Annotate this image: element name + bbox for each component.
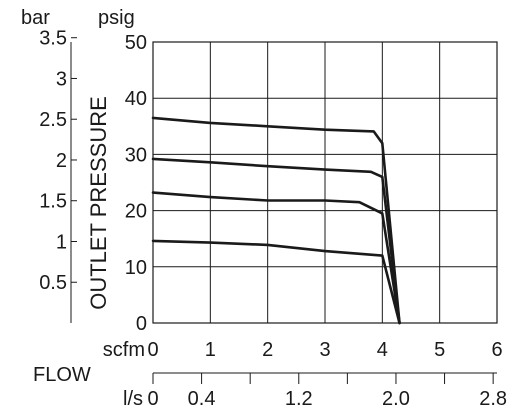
bar-tick-label: 0.5: [39, 272, 67, 294]
bar-tick-label: 3.5: [39, 28, 67, 50]
bar-tick-label: 2: [56, 150, 67, 172]
scfm-tick-label: 3: [319, 339, 330, 361]
psig-tick-label: 30: [125, 144, 147, 166]
y-axis-title: OUTLET PRESSURE: [86, 96, 111, 310]
scfm-tick-label: 6: [491, 339, 502, 361]
ls-unit-label: l/s: [123, 388, 143, 410]
ls-axis-ticks: 0 0.4 1.2 2.0 2.8: [147, 373, 507, 410]
scfm-tick-label: 5: [434, 339, 445, 361]
scfm-tick-label: 0: [147, 339, 158, 361]
scfm-unit-label: scfm: [103, 339, 145, 361]
x-axis-title: FLOW: [33, 364, 91, 386]
pressure-curve: [151, 157, 401, 325]
psig-tick-label: 50: [125, 32, 147, 54]
bar-tick-label: 1.5: [39, 191, 67, 213]
bar-tick-label: 2.5: [39, 109, 67, 131]
pressure-curves: [151, 116, 401, 325]
psig-tick-label: 40: [125, 88, 147, 110]
plot-frame: [152, 41, 498, 324]
scfm-tick-label: 2: [262, 339, 273, 361]
pressure-curve: [151, 239, 401, 325]
scfm-tick-label: 4: [377, 339, 388, 361]
bar-tick-label: 3: [56, 68, 67, 90]
psig-unit-label: psig: [98, 7, 135, 29]
pressure-curve: [151, 116, 401, 325]
scfm-tick-label: 1: [205, 339, 216, 361]
psig-axis-ticks: 0 10 20 30 40 50: [125, 32, 147, 335]
bar-axis-ticks: 0.5 1 1.5 2 2.5 3 3.5: [39, 28, 77, 294]
ls-tick-label: 2.0: [382, 388, 410, 410]
ls-tick-label: 2.8: [479, 388, 507, 410]
plot-grid: [153, 42, 497, 323]
bar-unit-label: bar: [21, 7, 50, 29]
pressure-curve: [151, 191, 401, 325]
ls-tick-label: 1.2: [285, 388, 313, 410]
psig-tick-label: 0: [136, 313, 147, 335]
psig-tick-label: 20: [125, 201, 147, 223]
scfm-axis-ticks: 0 1 2 3 4 5 6: [147, 339, 502, 361]
psig-tick-label: 10: [125, 257, 147, 279]
ls-tick-label: 0.4: [188, 388, 216, 410]
bar-tick-label: 1: [56, 231, 67, 253]
ls-tick-label: 0: [147, 388, 158, 410]
